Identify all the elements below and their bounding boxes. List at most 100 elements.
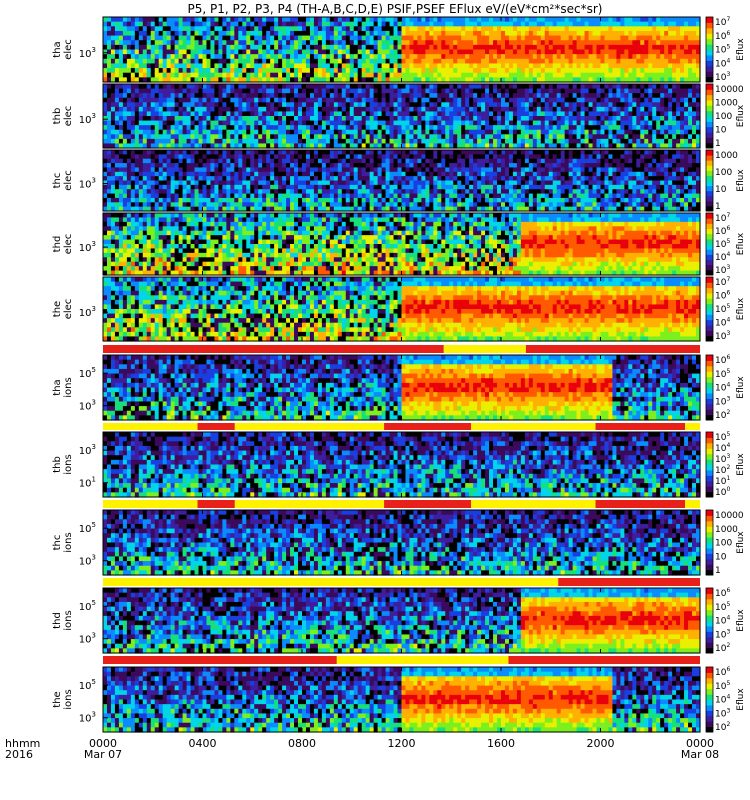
colorbar-label: Eflux: [736, 297, 746, 320]
spectrogram-tha-ions: [103, 355, 701, 421]
mode-segment: [526, 345, 700, 353]
mode-segment: [471, 423, 595, 430]
colorbar-tick: 10: [715, 126, 727, 136]
y-tick-label: 105: [79, 599, 96, 613]
mode-segment: [198, 500, 235, 508]
x-tick-date: Mar 07: [84, 748, 122, 761]
mode-bar-the-elec: [103, 345, 700, 353]
panel-label-thd-ions: thdions: [52, 610, 74, 630]
colorbar-tick: 104: [715, 57, 730, 69]
colorbar-tick: 104: [715, 382, 730, 394]
y-tick-label: 103: [79, 112, 96, 126]
colorbar-label: Eflux: [736, 169, 746, 192]
mode-segment: [471, 500, 595, 508]
mode-segment: [337, 656, 509, 664]
colorbar-tick: 1: [715, 202, 721, 212]
spectrogram-thb-ions: [103, 432, 701, 498]
colorbar-tick: 1: [715, 566, 721, 576]
colorbar-tick: 105: [715, 601, 730, 613]
y-tick-label: 105: [79, 678, 96, 692]
x-tick-label: 0400: [189, 737, 217, 750]
colorbar-tick: 106: [715, 30, 730, 42]
colorbar-tick: 100: [715, 168, 732, 178]
y-tick-label: 103: [79, 305, 96, 319]
y-tick-label: 103: [79, 632, 96, 646]
mode-segment: [384, 500, 471, 508]
mode-segment: [685, 500, 700, 508]
colorbar-tick: 105: [715, 368, 730, 380]
mode-segment: [198, 423, 235, 430]
spectrogram-the-elec: [103, 277, 701, 342]
colorbar-tick: 103: [715, 71, 730, 83]
x-tick-label: 1200: [388, 737, 416, 750]
mode-segment: [384, 423, 471, 430]
spectrogram-thd-ions: [103, 588, 701, 654]
mode-bar-tha-ions: [103, 423, 700, 430]
mode-segment: [558, 578, 700, 586]
colorbar-tick: 1000: [715, 525, 738, 535]
mode-segment: [235, 500, 384, 508]
spectrogram-tha-elec: [103, 17, 701, 83]
colorbar-tick: 10: [715, 185, 727, 195]
colorbar-tick: 10000: [715, 511, 744, 521]
x-tick-label: 1600: [487, 737, 515, 750]
panel-label-tha-ions: thaions: [52, 377, 74, 397]
x-tick-label: 0800: [288, 737, 316, 750]
panel-label-thd-elec: thdelec: [52, 234, 74, 255]
mode-segment: [103, 345, 444, 353]
spectrogram-thd-elec: [103, 213, 701, 276]
colorbar-tick: 105: [715, 680, 730, 692]
colorbar-tick: 10000: [715, 85, 744, 95]
colorbar-label: Eflux: [736, 453, 746, 476]
colorbar-tick: 105: [715, 44, 730, 56]
colorbar-tick: 103: [715, 395, 730, 407]
colorbar-tick: 1000: [715, 99, 738, 109]
colorbar-tick: 100: [715, 539, 732, 549]
colorbar-label: Eflux: [736, 688, 746, 711]
mode-bar-thd-ions: [103, 656, 700, 664]
colorbar-tick: 104: [715, 317, 730, 329]
colorbar-tick: 103: [715, 628, 730, 640]
colorbar-tick: 104: [715, 694, 730, 706]
x-axis-label-year: 2016: [5, 748, 33, 761]
colorbar-tick: 10: [715, 552, 727, 562]
panel-label-thc-elec: thcelec: [52, 170, 74, 191]
mode-segment: [103, 656, 337, 664]
spectrogram-thc-elec: [103, 150, 701, 212]
colorbar-tick: 106: [715, 290, 730, 302]
colorbar-tick: 102: [715, 642, 730, 654]
mode-segment: [596, 423, 686, 430]
mode-segment: [103, 500, 198, 508]
y-tick-label: 103: [79, 177, 96, 191]
mode-bar-thc-ions: [103, 578, 700, 586]
x-tick-date: Mar 08: [681, 748, 719, 761]
colorbar-tick: 105: [715, 238, 730, 250]
colorbar-tick: 103: [715, 264, 730, 276]
colorbar-label: Eflux: [736, 531, 746, 554]
mode-segment: [685, 423, 700, 430]
colorbar-tick: 107: [715, 276, 730, 288]
colorbar-tick: 106: [715, 354, 730, 366]
colorbar-tick: 104: [715, 251, 730, 263]
panel-label-the-ions: theions: [52, 689, 74, 709]
colorbar-tick: 105: [715, 303, 730, 315]
panel-label-thb-ions: thbions: [52, 454, 74, 474]
panel-label-thb-elec: thbelec: [52, 106, 74, 127]
colorbar-tick: 100: [715, 486, 730, 498]
